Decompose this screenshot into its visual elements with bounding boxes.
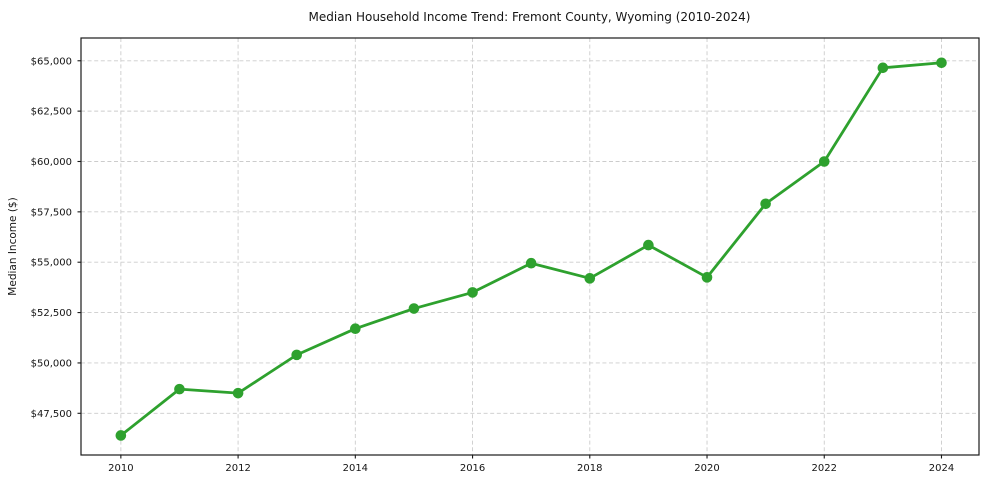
x-tick-label: 2020: [694, 463, 719, 474]
data-point: [350, 323, 361, 334]
x-tick-label: 2010: [108, 463, 133, 474]
data-point: [760, 198, 771, 210]
data-point: [291, 349, 303, 361]
data-point: [877, 62, 889, 74]
data-point: [525, 257, 537, 269]
x-tick-label: 2012: [225, 463, 250, 474]
data-point: [818, 156, 830, 167]
data-point: [584, 273, 596, 284]
y-tick-label: $50,000: [31, 358, 72, 369]
y-tick-label: $65,000: [31, 56, 72, 67]
y-tick-label: $62,500: [31, 107, 72, 118]
plot-border: [80, 37, 980, 456]
y-tick-label: $57,500: [31, 207, 72, 218]
data-point: [232, 387, 244, 399]
x-tick-label: 2016: [460, 463, 485, 474]
trend-line: [119, 61, 943, 437]
data-point: [408, 303, 420, 314]
y-axis-label: Median Income ($): [7, 197, 19, 295]
x-tick-label: 2014: [343, 463, 368, 474]
y-tick-label: $55,000: [31, 258, 72, 269]
plot-area: $47,500 $50,000 $52,500 $55,000 $57,500 $60,0…: [31, 37, 980, 474]
chart-title: Median Household Income Trend: Fremont C…: [309, 10, 751, 24]
y-tick-label: $52,500: [31, 308, 72, 319]
x-tick-label: 2024: [929, 463, 954, 474]
x-tick-label: 2018: [577, 463, 602, 474]
x-tick-label: 2022: [812, 463, 837, 474]
data-point: [174, 383, 185, 395]
data-point: [467, 287, 478, 298]
data-point: [701, 272, 713, 283]
y-tick-label: $60,000: [31, 157, 72, 168]
data-point: [643, 239, 654, 251]
data-point: [936, 57, 947, 69]
data-point: [115, 430, 127, 441]
y-tick-label: $47,500: [31, 409, 72, 420]
